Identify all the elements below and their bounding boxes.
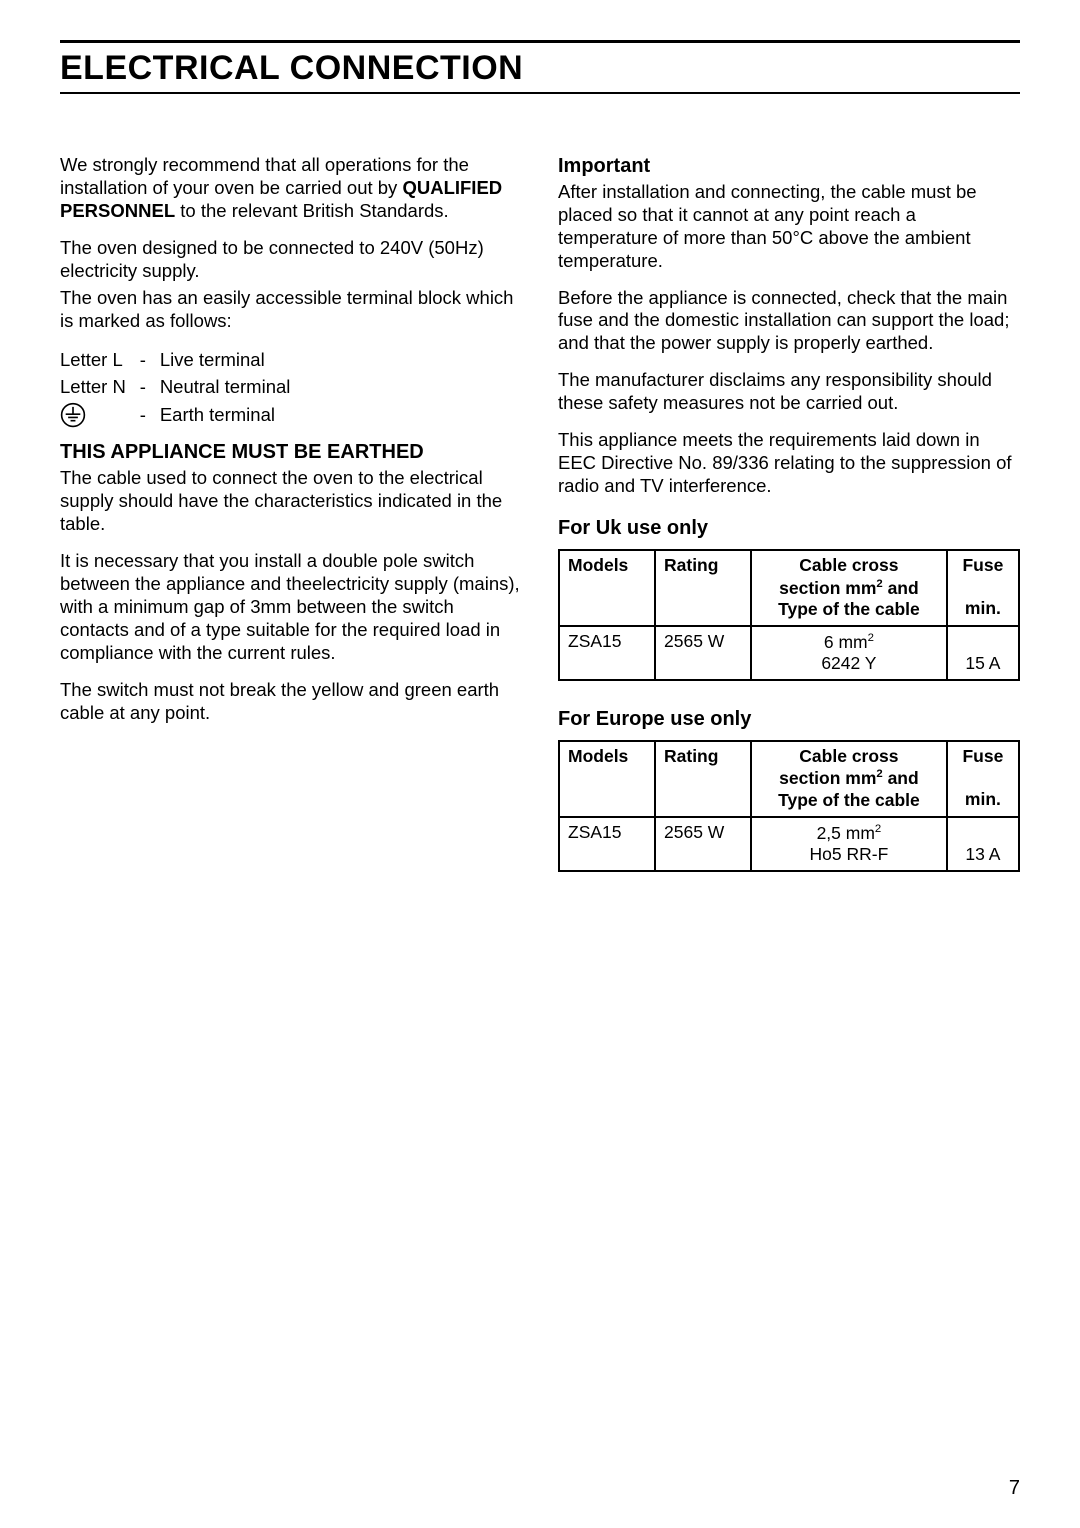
table-row: ZSA15 2565 W 2,5 mm2 Ho5 RR-F 13 A [559,817,1019,871]
content-columns: We strongly recommend that all operation… [60,154,1020,872]
term-desc: Live terminal [160,347,301,374]
text: Cable cross [799,746,898,766]
term-label: Letter N [60,374,136,401]
cell-model: ZSA15 [559,626,655,680]
dash: - [136,347,160,374]
text: Fuse [962,746,1003,766]
table-header-row: Models Rating Cable cross section mm2 an… [559,741,1019,817]
uk-table: Models Rating Cable cross section mm2 an… [558,549,1020,681]
term-desc: Earth terminal [160,400,301,430]
terminal-row-live: Letter L - Live terminal [60,347,300,374]
text: 15 A [965,653,1000,673]
uk-table-title: For Uk use only [558,516,1020,541]
text: Fuse [962,555,1003,575]
th-cable: Cable cross section mm2 and Type of the … [751,741,947,817]
dash: - [136,374,160,401]
cell-model: ZSA15 [559,817,655,871]
th-cable: Cable cross section mm2 and Type of the … [751,550,947,626]
terminal-table: Letter L - Live terminal Letter N - Neut… [60,347,300,431]
sup-2: 2 [875,823,881,835]
cell-rating: 2565 W [655,626,751,680]
cell-rating: 2565 W [655,817,751,871]
text: min. [965,598,1001,618]
disclaimer-paragraph: The manufacturer disclaims any responsib… [558,369,1020,415]
left-column: We strongly recommend that all operation… [60,154,522,872]
text: section mm [779,577,876,597]
text: Cable cross [799,555,898,575]
eu-table: Models Rating Cable cross section mm2 an… [558,740,1020,872]
sup-2: 2 [868,632,874,644]
important-heading: Important [558,154,1020,179]
text: min. [965,789,1001,809]
text: and [883,577,919,597]
th-models: Models [559,550,655,626]
th-fuse: Fuse min. [947,550,1019,626]
page-number: 7 [1009,1477,1020,1500]
eec-paragraph: This appliance meets the requirements la… [558,429,1020,498]
document-page: ELECTRICAL CONNECTION We strongly recomm… [0,0,1080,1528]
eu-table-title: For Europe use only [558,707,1020,732]
text: 6242 Y [821,653,876,673]
cell-fuse: 13 A [947,817,1019,871]
text: section mm [779,768,876,788]
cell-fuse: 15 A [947,626,1019,680]
top-rule [60,40,1020,43]
text: Ho5 RR-F [810,844,889,864]
cable-characteristics-paragraph: The cable used to connect the oven to th… [60,467,522,536]
cell-cable: 6 mm2 6242 Y [751,626,947,680]
th-fuse: Fuse min. [947,741,1019,817]
cable-temp-paragraph: After installation and connecting, the c… [558,181,1020,273]
page-title: ELECTRICAL CONNECTION [60,49,1020,88]
intro-paragraph: We strongly recommend that all operation… [60,154,522,223]
text: Type of the cable [778,790,920,810]
th-models: Models [559,741,655,817]
term-desc: Neutral terminal [160,374,301,401]
title-underline [60,92,1020,94]
voltage-paragraph: The oven designed to be connected to 240… [60,237,522,283]
th-rating: Rating [655,741,751,817]
table-header-row: Models Rating Cable cross section mm2 an… [559,550,1019,626]
right-column: Important After installation and connect… [558,154,1020,872]
th-rating: Rating [655,550,751,626]
text: and [883,768,919,788]
text: 6 mm [824,632,868,652]
earth-icon [60,400,136,430]
text: to the relevant British Standards. [175,200,449,221]
table-row: ZSA15 2565 W 6 mm2 6242 Y 15 A [559,626,1019,680]
earth-heading: THIS APPLIANCE MUST BE EARTHED [60,440,522,465]
fuse-check-paragraph: Before the appliance is connected, check… [558,287,1020,356]
double-pole-switch-paragraph: It is necessary that you install a doubl… [60,550,522,665]
terminal-block-paragraph: The oven has an easily accessible termin… [60,287,522,333]
term-label: Letter L [60,347,136,374]
terminal-row-earth: - Earth terminal [60,400,300,430]
cell-cable: 2,5 mm2 Ho5 RR-F [751,817,947,871]
text: Type of the cable [778,599,920,619]
text: 13 A [965,844,1000,864]
dash: - [136,400,160,430]
terminal-row-neutral: Letter N - Neutral terminal [60,374,300,401]
earth-cable-paragraph: The switch must not break the yellow and… [60,679,522,725]
text: 2,5 mm [817,822,875,842]
